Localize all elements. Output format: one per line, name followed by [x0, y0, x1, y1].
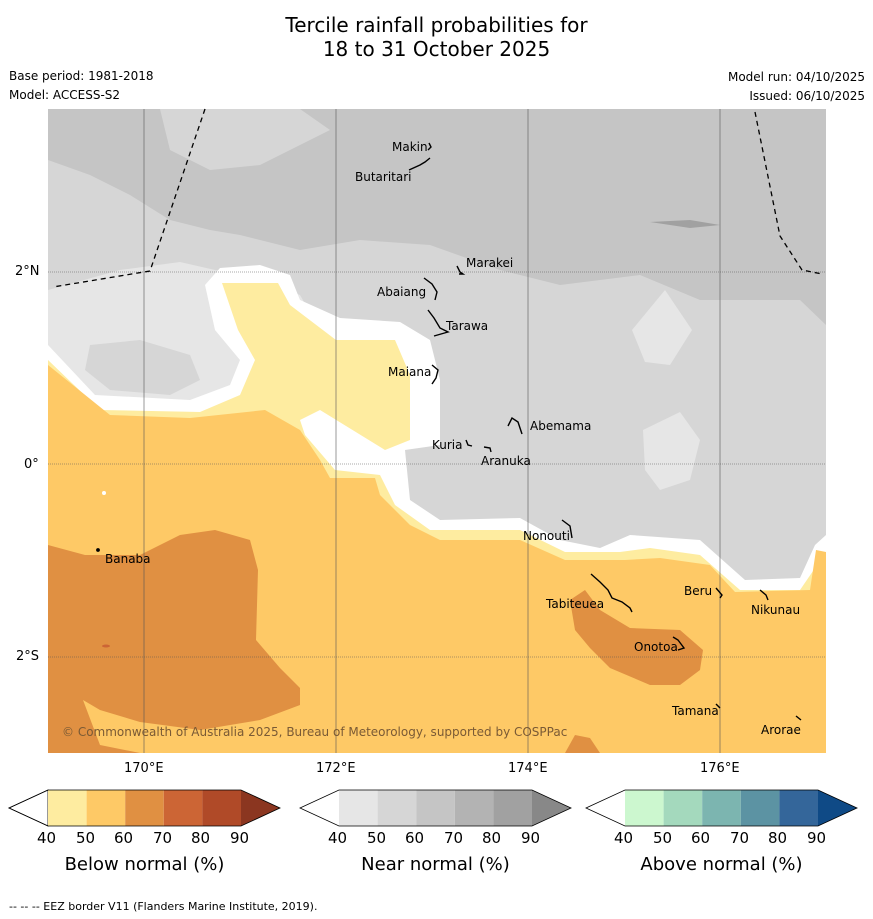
cb-near-tick: 70	[444, 829, 464, 847]
label-makin: Makin	[392, 140, 428, 154]
label-nonouti: Nonouti	[523, 529, 570, 543]
cb-below-tick: 50	[76, 829, 96, 847]
label-tabiteuea: Tabiteuea	[545, 597, 604, 611]
below-normal-60-zone	[48, 530, 300, 753]
cb-near-tick: 90	[521, 829, 541, 847]
lon-tick-174: 174°E	[508, 761, 548, 776]
map-title-line2: 18 to 31 October 2025	[322, 37, 551, 61]
label-abemama: Abemama	[530, 419, 591, 433]
label-arorae: Arorae	[761, 723, 801, 737]
model-run-text: Model run: 04/10/2025	[727, 70, 865, 84]
lat-tick-0: 0°	[24, 457, 39, 472]
eez-border	[52, 108, 823, 288]
cb-below-tick: 80	[191, 829, 211, 847]
issued-text: Issued: 06/10/2025	[749, 89, 865, 103]
label-onotoa: Onotoa	[634, 640, 678, 654]
cb-near-tick: 50	[367, 829, 387, 847]
cb-below-tick: 70	[153, 829, 173, 847]
cb-above-label: Above normal (%)	[640, 854, 803, 875]
label-marakei: Marakei	[466, 256, 513, 270]
colorbar-above	[585, 789, 858, 827]
copyright-text: © Commonwealth of Australia 2025, Bureau…	[62, 725, 567, 739]
label-tamana: Tamana	[671, 704, 719, 718]
island-outlines	[96, 142, 802, 721]
cb-above-tick: 70	[730, 829, 750, 847]
label-butaritari: Butaritari	[355, 170, 412, 184]
probability-field	[48, 109, 826, 753]
lon-tick-170: 170°E	[124, 761, 164, 776]
lon-tick-172: 172°E	[316, 761, 356, 776]
label-tarawa: Tarawa	[445, 319, 488, 333]
label-aranuka: Aranuka	[481, 454, 531, 468]
cb-near-label: Near normal (%)	[361, 854, 510, 875]
lat-tick-2s: 2°S	[16, 649, 40, 664]
label-beru: Beru	[684, 584, 712, 598]
place-labels: Makin Butaritari Marakei Abaiang Tarawa …	[105, 140, 801, 737]
label-maiana: Maiana	[388, 365, 431, 379]
cb-below-tick: 60	[114, 829, 134, 847]
cb-near-tick: 60	[405, 829, 425, 847]
label-nikunau: Nikunau	[751, 603, 800, 617]
cb-above-tick: 50	[653, 829, 673, 847]
cb-above-tick: 80	[768, 829, 788, 847]
cb-below-label: Below normal (%)	[64, 854, 225, 875]
label-abaiang: Abaiang	[377, 285, 426, 299]
cb-above-tick: 90	[807, 829, 827, 847]
lon-tick-176: 176°E	[700, 761, 740, 776]
label-banaba: Banaba	[105, 552, 151, 566]
cb-above-tick: 60	[691, 829, 711, 847]
base-period-text: Base period: 1981-2018	[9, 69, 154, 83]
graticule	[48, 109, 826, 753]
cb-above-tick: 40	[614, 829, 634, 847]
cb-below-tick: 90	[230, 829, 250, 847]
label-kuria: Kuria	[432, 438, 463, 452]
lat-tick-2n: 2°N	[15, 264, 40, 279]
colorbar-below	[8, 789, 281, 827]
cb-near-tick: 40	[328, 829, 348, 847]
cb-near-tick: 80	[482, 829, 502, 847]
model-text: Model: ACCESS-S2	[9, 88, 121, 102]
cb-below-tick: 40	[37, 829, 57, 847]
colorbar-near	[299, 789, 572, 827]
eez-footnote: -- -- -- EEZ border V11 (Flanders Marine…	[9, 900, 318, 913]
map-title-line1: Tercile rainfall probabilities for	[285, 13, 588, 37]
